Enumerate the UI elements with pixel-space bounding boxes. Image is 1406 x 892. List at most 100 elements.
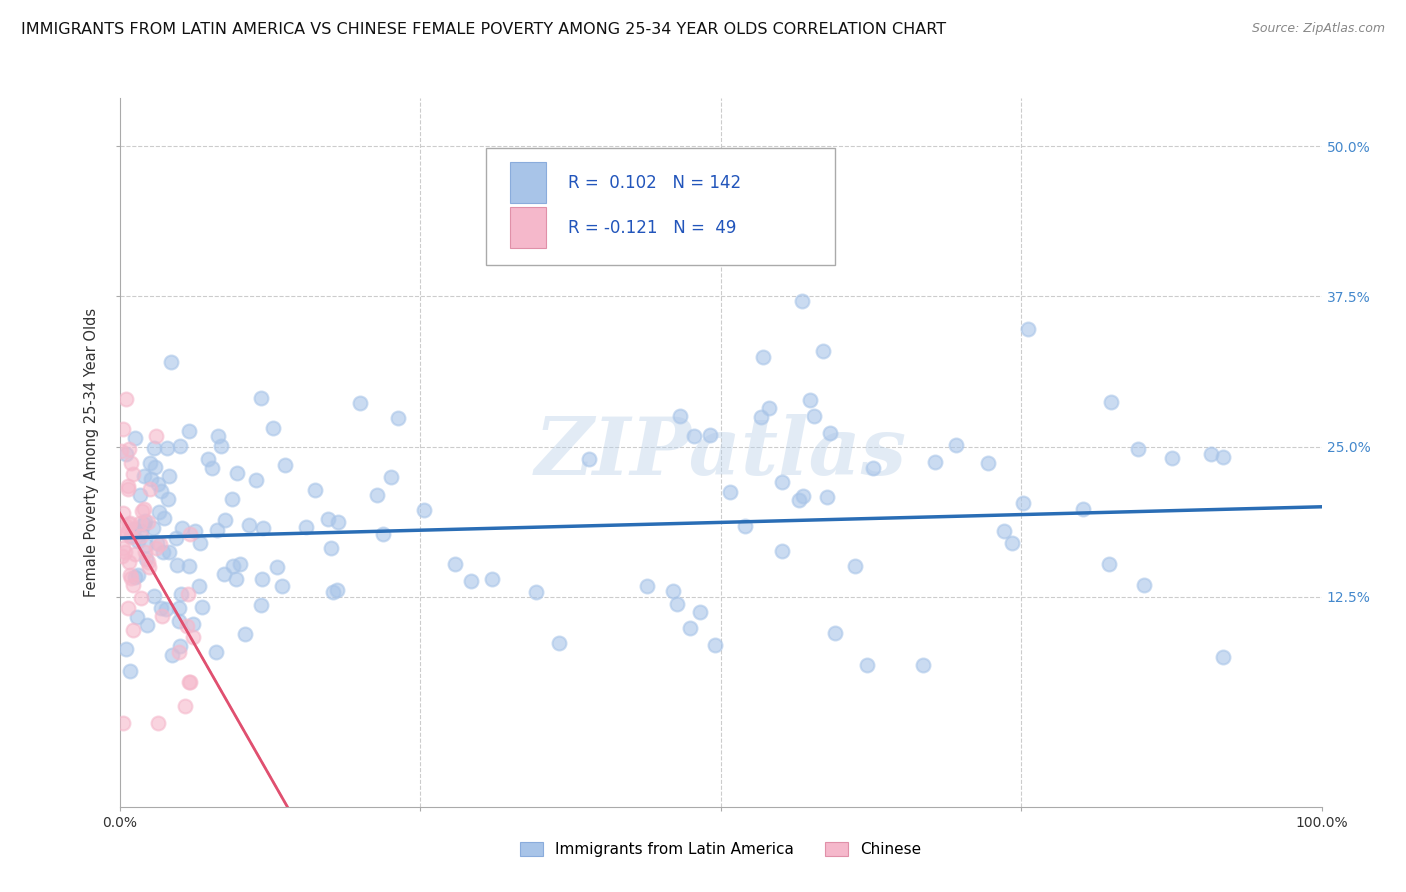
Point	[135, 618, 157, 632]
Point	[460, 574, 482, 588]
Point	[124, 431, 146, 445]
Point	[1071, 502, 1094, 516]
Point	[127, 610, 149, 624]
Point	[170, 587, 193, 601]
Legend: Immigrants from Latin America, Chinese: Immigrants from Latin America, Chinese	[515, 836, 927, 863]
Point	[1099, 395, 1122, 409]
Point	[856, 658, 879, 673]
Point	[166, 558, 188, 573]
Point	[114, 544, 136, 558]
Point	[131, 504, 153, 518]
Point	[252, 521, 274, 535]
Point	[156, 441, 179, 455]
Point	[145, 429, 167, 443]
Point	[150, 608, 173, 623]
Point	[121, 623, 143, 637]
Point	[366, 488, 388, 502]
Point	[209, 439, 232, 453]
Point	[1160, 451, 1182, 466]
Point	[143, 441, 166, 455]
Point	[112, 716, 135, 731]
Point	[183, 524, 205, 538]
Point	[115, 527, 138, 541]
Point	[1017, 321, 1039, 335]
Point	[124, 547, 146, 561]
Point	[160, 355, 183, 369]
Point	[143, 460, 166, 475]
Point	[124, 570, 146, 584]
Point	[266, 559, 288, 574]
Point	[160, 648, 183, 662]
Point	[945, 438, 967, 452]
Point	[666, 597, 689, 611]
Point	[201, 461, 224, 475]
Point	[316, 512, 339, 526]
Point	[132, 502, 155, 516]
Point	[1001, 535, 1024, 549]
Point	[118, 517, 141, 532]
Point	[789, 492, 811, 507]
Text: IMMIGRANTS FROM LATIN AMERICA VS CHINESE FEMALE POVERTY AMONG 25-34 YEAR OLDS CO: IMMIGRANTS FROM LATIN AMERICA VS CHINESE…	[21, 22, 946, 37]
Point	[1133, 578, 1156, 592]
Point	[146, 536, 169, 550]
Point	[800, 223, 823, 237]
Point	[122, 467, 145, 481]
Point	[578, 452, 600, 467]
Point	[134, 545, 156, 559]
Point	[115, 519, 138, 533]
Point	[751, 409, 773, 424]
Point	[139, 456, 162, 470]
Point	[129, 591, 152, 605]
Point	[321, 541, 343, 556]
Point	[204, 645, 226, 659]
Point	[238, 518, 260, 533]
Point	[118, 555, 141, 569]
Point	[751, 350, 773, 364]
Point	[444, 557, 467, 571]
Point	[699, 428, 721, 442]
Point	[127, 534, 149, 549]
Point	[179, 675, 201, 690]
Point	[136, 555, 159, 569]
Point	[188, 579, 211, 593]
Point	[157, 491, 180, 506]
Point	[141, 472, 163, 486]
Point	[146, 476, 169, 491]
Point	[188, 536, 211, 550]
Point	[233, 626, 256, 640]
Point	[815, 490, 838, 504]
FancyBboxPatch shape	[486, 148, 835, 265]
Point	[481, 572, 503, 586]
Point	[169, 639, 191, 653]
Point	[799, 392, 821, 407]
Point	[121, 577, 143, 591]
Point	[173, 699, 195, 714]
Point	[138, 560, 160, 574]
Point	[1212, 650, 1234, 665]
Point	[142, 589, 165, 603]
Point	[120, 529, 142, 543]
Point	[770, 475, 793, 489]
Point	[127, 567, 149, 582]
Point	[212, 566, 235, 581]
Point	[111, 541, 134, 556]
Point	[157, 468, 180, 483]
Point	[811, 343, 834, 358]
Point	[150, 600, 173, 615]
Point	[245, 473, 267, 487]
Point	[229, 558, 252, 572]
Point	[117, 601, 139, 615]
Point	[818, 425, 841, 440]
Point	[790, 294, 813, 309]
Point	[977, 456, 1000, 470]
Point	[304, 483, 326, 497]
Point	[679, 621, 702, 635]
Point	[924, 455, 946, 469]
Text: ZIPatlas: ZIPatlas	[534, 414, 907, 491]
Point	[862, 461, 884, 475]
Point	[149, 537, 172, 551]
Point	[146, 716, 169, 731]
Point	[181, 617, 204, 632]
Point	[250, 598, 273, 612]
Point	[221, 492, 243, 507]
